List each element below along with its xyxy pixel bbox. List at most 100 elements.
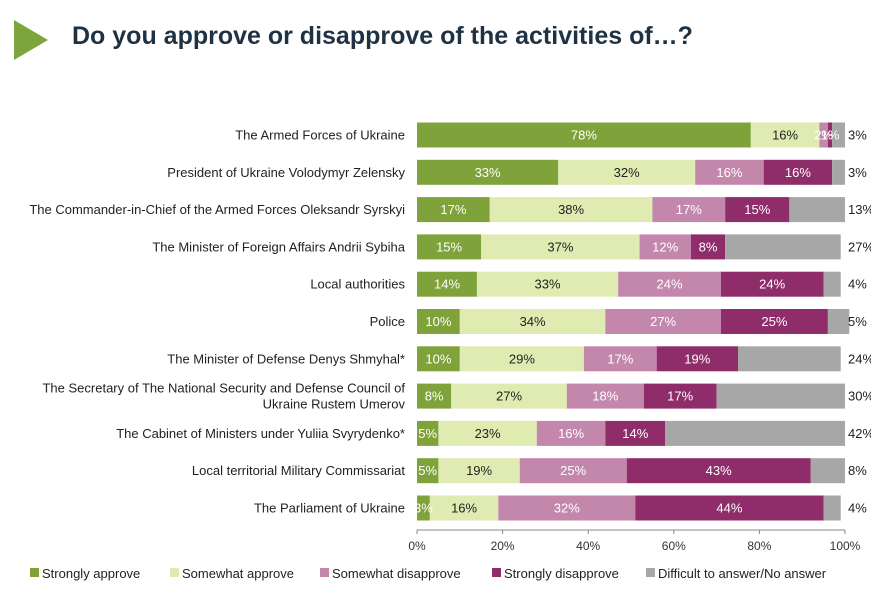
category-label-line: The Armed Forces of Ukraine [235, 128, 405, 143]
data-label: 27% [848, 239, 871, 254]
data-label: 37% [547, 239, 573, 254]
category-label-line: The Cabinet of Ministers under Yuliia Sv… [116, 426, 405, 441]
data-label: 30% [848, 389, 871, 404]
data-label: 38% [558, 202, 584, 217]
bar-segment [720, 271, 824, 297]
data-label: 27% [496, 389, 522, 404]
data-label: 19% [466, 463, 492, 478]
data-label: 8% [425, 389, 444, 404]
bar-segment [832, 159, 845, 185]
bar-segment [665, 420, 845, 446]
category-label: President of Ukraine Volodymyr Zelensky [167, 165, 405, 180]
data-label: 12% [652, 239, 678, 254]
legend-label: Strongly disapprove [504, 566, 619, 581]
data-label: 15% [436, 239, 462, 254]
data-label: 16% [716, 165, 742, 180]
data-label: 10% [425, 314, 451, 329]
bar-segment [583, 346, 657, 372]
data-label: 17% [440, 202, 466, 217]
data-label: 24% [759, 277, 785, 292]
bar-segment [832, 122, 845, 148]
data-label: 17% [607, 351, 633, 366]
data-label: 17% [667, 389, 693, 404]
bar-segment [626, 458, 811, 484]
data-label: 3% [848, 128, 867, 143]
bar-segment [438, 458, 520, 484]
data-label: 29% [509, 351, 535, 366]
category-label-line: Ukraine Rustem Umerov [263, 397, 406, 412]
data-label: 24% [848, 351, 871, 366]
data-label: 5% [418, 463, 437, 478]
data-label: 15% [744, 202, 770, 217]
category-label-line: The Minister of Defense Denys Shmyhal* [167, 351, 405, 366]
data-label: 23% [475, 426, 501, 441]
category-label-line: The Secretary of The National Security a… [42, 381, 405, 396]
x-tick-label: 0% [408, 539, 426, 553]
x-tick-label: 100% [830, 539, 861, 553]
data-label: 5% [418, 426, 437, 441]
bar-segment [656, 346, 738, 372]
bar-segment [789, 197, 845, 223]
category-label: The Armed Forces of Ukraine [235, 128, 405, 143]
bar-segment [459, 309, 606, 334]
data-label: 4% [848, 501, 867, 516]
x-tick-label: 60% [662, 539, 686, 553]
bar-segment [639, 234, 691, 260]
category-label-line: The Minister of Foreign Affairs Andrii S… [152, 239, 405, 254]
page-title: Do you approve or disapprove of the acti… [72, 22, 693, 50]
data-label: 3% [848, 165, 867, 180]
bar-segment [810, 458, 845, 484]
data-label: 25% [560, 463, 586, 478]
bar-segment [417, 309, 460, 334]
category-label-line: Police [370, 314, 405, 329]
legend-swatch [30, 568, 39, 577]
category-label-line: The Parliament of Ukraine [254, 501, 405, 516]
data-label: 78% [571, 128, 597, 143]
legend-label: Somewhat disapprove [332, 566, 461, 581]
bar-segment [451, 383, 567, 409]
bar-segment [716, 383, 845, 409]
data-label: 14% [622, 426, 648, 441]
data-label: 33% [475, 165, 501, 180]
bar-segment [725, 234, 841, 260]
data-label: 3% [414, 501, 433, 516]
data-label: 4% [848, 277, 867, 292]
data-label: 24% [656, 277, 682, 292]
bar-segment [417, 271, 477, 297]
bar-segment [750, 122, 820, 148]
data-label: 16% [451, 501, 477, 516]
bar-segment [417, 383, 452, 409]
bar-segment [417, 197, 490, 223]
bar-segment [566, 383, 644, 409]
data-label: 32% [614, 165, 640, 180]
bar-segment [417, 495, 430, 521]
bar-segment [635, 495, 824, 521]
bar-segment [417, 420, 439, 446]
legend-swatch [492, 568, 501, 577]
category-label: The Secretary of The National Security a… [42, 381, 405, 412]
legend-label: Strongly approve [42, 566, 140, 581]
legend-swatch [170, 568, 179, 577]
data-label: 33% [534, 277, 560, 292]
x-tick-label: 80% [747, 539, 771, 553]
category-label: The Commander-in-Chief of the Armed Forc… [29, 202, 405, 217]
bar-segment [720, 309, 828, 334]
bar-segment [605, 309, 721, 334]
title-arrow-icon [14, 20, 48, 60]
bar-segment [643, 383, 717, 409]
bar-segment [823, 271, 841, 297]
data-label: 32% [554, 501, 580, 516]
bar-segment [429, 495, 499, 521]
data-label: 16% [785, 165, 811, 180]
data-label: 16% [558, 426, 584, 441]
data-label: 14% [434, 277, 460, 292]
data-label: 17% [676, 202, 702, 217]
category-label: The Minister of Foreign Affairs Andrii S… [152, 239, 405, 254]
data-label: 42% [848, 426, 871, 441]
data-label: 16% [772, 128, 798, 143]
data-label: 44% [716, 501, 742, 516]
legend-label: Difficult to answer/No answer [658, 566, 827, 581]
category-label-line: Local territorial Military Commissariat [192, 463, 405, 478]
bar-segment [498, 495, 636, 521]
